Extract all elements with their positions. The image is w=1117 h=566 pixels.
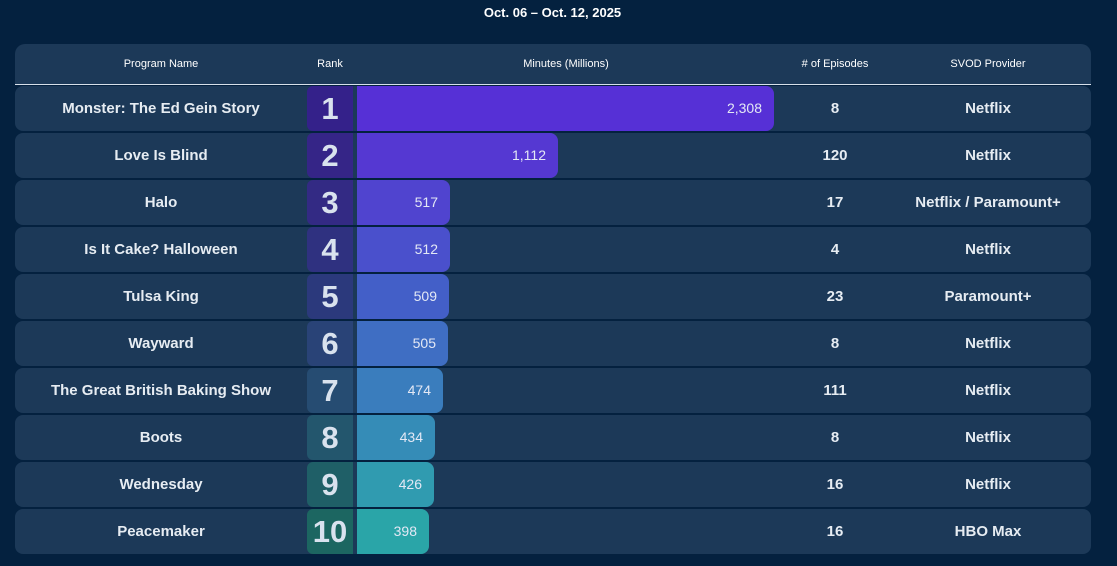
table-row: Peacemaker 10 398 16 HBO Max	[15, 509, 1091, 554]
rank-badge: 2	[307, 133, 353, 178]
minutes-value-label: 1,112	[512, 147, 546, 163]
header-program-name: Program Name	[123, 58, 199, 70]
table-row: Monster: The Ed Gein Story 1 2,308 8 Netflix	[15, 86, 1091, 131]
minutes-value-label: 426	[398, 476, 422, 492]
episodes-count: 8	[830, 335, 840, 352]
rank-badge: 3	[307, 180, 353, 225]
table-row: Boots 8 434 8 Netflix	[15, 415, 1091, 460]
minutes-bar	[357, 86, 774, 131]
table-row: Halo 3 517 17 Netflix / Paramount+	[15, 180, 1091, 225]
svod-provider: Netflix	[965, 241, 1011, 258]
table-row: Tulsa King 5 509 23 Paramount+	[15, 274, 1091, 319]
header-rank: Rank	[317, 58, 343, 70]
episodes-count: 8	[830, 429, 840, 446]
table-row: The Great British Baking Show 7 474 111 Netf…	[15, 368, 1091, 413]
rank-badge: 9	[307, 462, 353, 507]
rank-badge: 4	[307, 227, 353, 272]
header-minutes: Minutes (Millions)	[523, 58, 609, 70]
rank-badge: 5	[307, 274, 353, 319]
program-name: Boots	[139, 429, 183, 446]
minutes-value-label: 509	[413, 288, 437, 304]
minutes-value-label: 505	[412, 335, 436, 351]
svod-provider: HBO Max	[954, 523, 1022, 540]
minutes-bar	[357, 368, 443, 413]
minutes-bar	[357, 462, 434, 507]
svod-provider: Paramount+	[944, 288, 1032, 305]
minutes-value-label: 512	[414, 241, 438, 257]
minutes-bar	[357, 321, 448, 366]
minutes-value-label: 2,308	[726, 100, 762, 116]
rank-badge: 1	[307, 86, 353, 131]
header-provider: SVOD Provider	[950, 58, 1026, 70]
episodes-count: 120	[822, 147, 848, 164]
header-episodes: # of Episodes	[801, 58, 869, 70]
minutes-bar	[357, 415, 435, 460]
rank-badge: 6	[307, 321, 353, 366]
table-header: Program Name Rank Minutes (Millions) # o…	[15, 44, 1091, 85]
program-name: Halo	[144, 194, 178, 211]
minutes-bar	[357, 274, 449, 319]
episodes-count: 111	[823, 382, 847, 399]
rank-badge: 7	[307, 368, 353, 413]
minutes-value-label: 434	[399, 429, 423, 445]
minutes-bar	[357, 180, 450, 225]
rank-badge: 8	[307, 415, 353, 460]
program-name: Tulsa King	[123, 288, 199, 305]
minutes-value-label: 517	[414, 194, 438, 210]
minutes-value-label: 398	[393, 523, 417, 539]
program-name: Love Is Blind	[114, 147, 208, 164]
program-name: Peacemaker	[117, 523, 205, 540]
episodes-count: 4	[830, 241, 840, 258]
program-name: Is It Cake? Halloween	[84, 241, 238, 258]
table-row: Wednesday 9 426 16 Netflix	[15, 462, 1091, 507]
episodes-count: 8	[830, 100, 840, 117]
minutes-bar	[357, 509, 429, 554]
rank-badge: 10	[307, 509, 353, 554]
svod-provider: Netflix	[965, 382, 1011, 399]
ranking-table: Program Name Rank Minutes (Millions) # o…	[15, 44, 1091, 556]
svod-provider: Netflix	[965, 335, 1011, 352]
svod-provider: Netflix / Paramount+	[915, 194, 1061, 211]
svod-provider: Netflix	[965, 476, 1011, 493]
minutes-bar	[357, 227, 450, 272]
svod-provider: Netflix	[965, 147, 1011, 164]
program-name: Monster: The Ed Gein Story	[62, 100, 260, 117]
episodes-count: 16	[826, 476, 844, 493]
table-row: Is It Cake? Halloween 4 512 4 Netflix	[15, 227, 1091, 272]
svod-provider: Netflix	[965, 100, 1011, 117]
date-range-title: Oct. 06 – Oct. 12, 2025	[483, 5, 622, 20]
program-name: Wayward	[128, 335, 194, 352]
episodes-count: 23	[826, 288, 844, 305]
minutes-bar	[357, 133, 558, 178]
episodes-count: 17	[826, 194, 844, 211]
minutes-value-label: 474	[407, 382, 431, 398]
table-row: Love Is Blind 2 1,112 120 Netflix	[15, 133, 1091, 178]
table-row: Wayward 6 505 8 Netflix	[15, 321, 1091, 366]
svod-provider: Netflix	[965, 429, 1011, 446]
program-name: Wednesday	[119, 476, 203, 493]
episodes-count: 16	[826, 523, 844, 540]
program-name: The Great British Baking Show	[50, 382, 272, 399]
